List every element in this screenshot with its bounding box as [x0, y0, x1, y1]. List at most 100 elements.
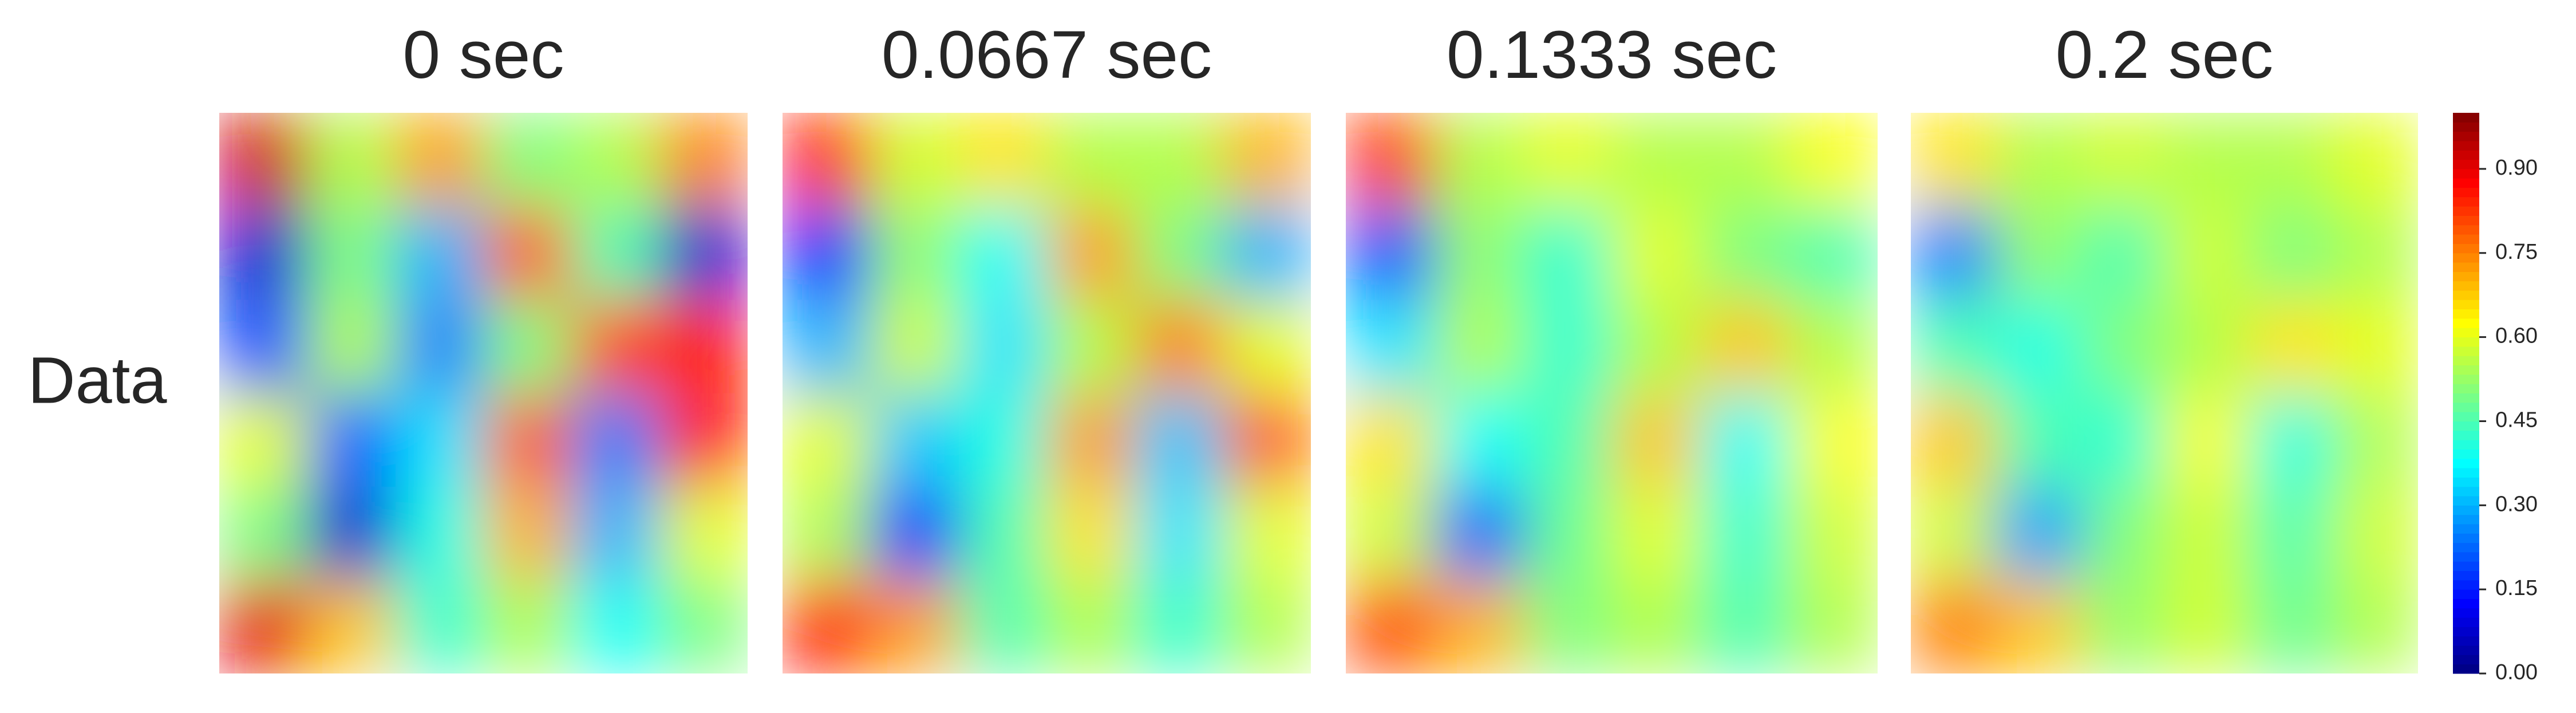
heatmap-cell [783, 113, 871, 207]
heatmap-cell [958, 486, 1048, 581]
heatmap-cell [1046, 580, 1136, 673]
colorbar-segment [2453, 440, 2479, 450]
heatmap-cell [2080, 113, 2165, 207]
heatmap-cell [1046, 486, 1136, 581]
heatmap-cell [2333, 580, 2418, 673]
heatmap-cell [1523, 206, 1613, 301]
heatmap [219, 113, 748, 673]
heatmap-cell [571, 393, 661, 487]
heatmap-cell [1995, 486, 2081, 581]
colorbar-segment [2453, 365, 2479, 375]
heatmap-cell [2249, 393, 2334, 487]
heatmap-cell [395, 206, 484, 301]
heatmap-cell [2164, 393, 2250, 487]
colorbar-segment [2453, 196, 2479, 207]
heatmap-cell [307, 113, 396, 207]
heatmap-cell [1611, 393, 1701, 487]
colorbar-tick-label: 0.90 [2495, 156, 2538, 180]
colorbar-segment [2453, 281, 2479, 291]
heatmap-cell [307, 206, 396, 301]
heatmap-cell [1700, 300, 1790, 394]
heatmap-cell [1346, 206, 1435, 301]
heatmap-cell [1789, 113, 1878, 207]
heatmap-cell [1911, 393, 1996, 487]
heatmap-cell [659, 300, 748, 394]
heatmap-cell [1434, 300, 1524, 394]
heatmap-cell [2249, 300, 2334, 394]
colorbar-segment [2453, 150, 2479, 160]
heatmap-cell [307, 393, 396, 487]
colorbar-segment [2453, 655, 2479, 665]
colorbar-segment [2453, 523, 2479, 534]
heatmap-cell [571, 486, 661, 581]
heatmap-cell [2333, 300, 2418, 394]
colorbar-segment [2453, 627, 2479, 637]
heatmap-cell [1523, 393, 1613, 487]
heatmap-cell [1223, 580, 1311, 673]
heatmap-cell [1789, 300, 1878, 394]
heatmap-cell [307, 300, 396, 394]
heatmap-cell [1700, 580, 1790, 673]
colorbar-segment [2453, 309, 2479, 319]
heatmap-cell [2164, 206, 2250, 301]
heatmap-cell [1346, 580, 1435, 673]
heatmap-cell [483, 113, 572, 207]
heatmap-cell [395, 580, 484, 673]
colorbar-segment [2453, 243, 2479, 254]
colorbar-tick-label: 0.45 [2495, 408, 2538, 432]
heatmap [1911, 113, 2418, 673]
heatmap-cell [1223, 206, 1311, 301]
heatmap-cell [1911, 300, 1996, 394]
heatmap-cell [219, 300, 308, 394]
colorbar-segment [2453, 458, 2479, 468]
heatmap-cell [958, 393, 1048, 487]
colorbar-segment [2453, 224, 2479, 235]
heatmap-cell [870, 113, 959, 207]
heatmap-cell [483, 486, 572, 581]
heatmap-cell [1046, 393, 1136, 487]
heatmap-cell [219, 486, 308, 581]
heatmap-cell [1434, 393, 1524, 487]
heatmap [783, 113, 1311, 673]
heatmap-cell [571, 113, 661, 207]
heatmap-cell [1611, 300, 1701, 394]
heatmap-cell [219, 580, 308, 673]
colorbar-segment [2453, 552, 2479, 562]
heatmap-cell [1911, 113, 1996, 207]
colorbar-segment [2453, 113, 2479, 123]
heatmap-cell [870, 206, 959, 301]
colorbar-segment [2453, 598, 2479, 609]
heatmap-cell [1434, 113, 1524, 207]
colorbar-segment [2453, 328, 2479, 338]
heatmap-cell [1434, 486, 1524, 581]
heatmap-cell [1523, 113, 1613, 207]
colorbar-segment [2453, 122, 2479, 132]
colorbar-segment [2453, 505, 2479, 515]
colorbar-segment [2453, 159, 2479, 170]
heatmap-cell [1046, 206, 1136, 301]
heatmap-cell [2164, 300, 2250, 394]
colorbar-segment [2453, 589, 2479, 599]
heatmap-cell [1135, 300, 1224, 394]
heatmap-cell [2333, 486, 2418, 581]
colorbar-segment [2453, 542, 2479, 553]
heatmap-cell [1523, 300, 1613, 394]
colorbar-tick-label: 0.60 [2495, 324, 2538, 348]
heatmap-cell [1789, 580, 1878, 673]
heatmap-cell [395, 393, 484, 487]
heatmap-cell [1700, 393, 1790, 487]
colorbar-segment [2453, 617, 2479, 627]
heatmap-cell [1523, 580, 1613, 673]
colorbar-segment [2453, 645, 2479, 655]
heatmap-cell [1135, 486, 1224, 581]
colorbar-segment [2453, 262, 2479, 272]
heatmap-cell [958, 206, 1048, 301]
heatmap-cell [1135, 206, 1224, 301]
colorbar-segment [2453, 486, 2479, 497]
heatmap-cell [1611, 486, 1701, 581]
heatmap-cell [1611, 113, 1701, 207]
heatmap-cell [1135, 113, 1224, 207]
heatmap-cell [483, 580, 572, 673]
heatmap-cell [1789, 206, 1878, 301]
heatmap-cell [1046, 113, 1136, 207]
